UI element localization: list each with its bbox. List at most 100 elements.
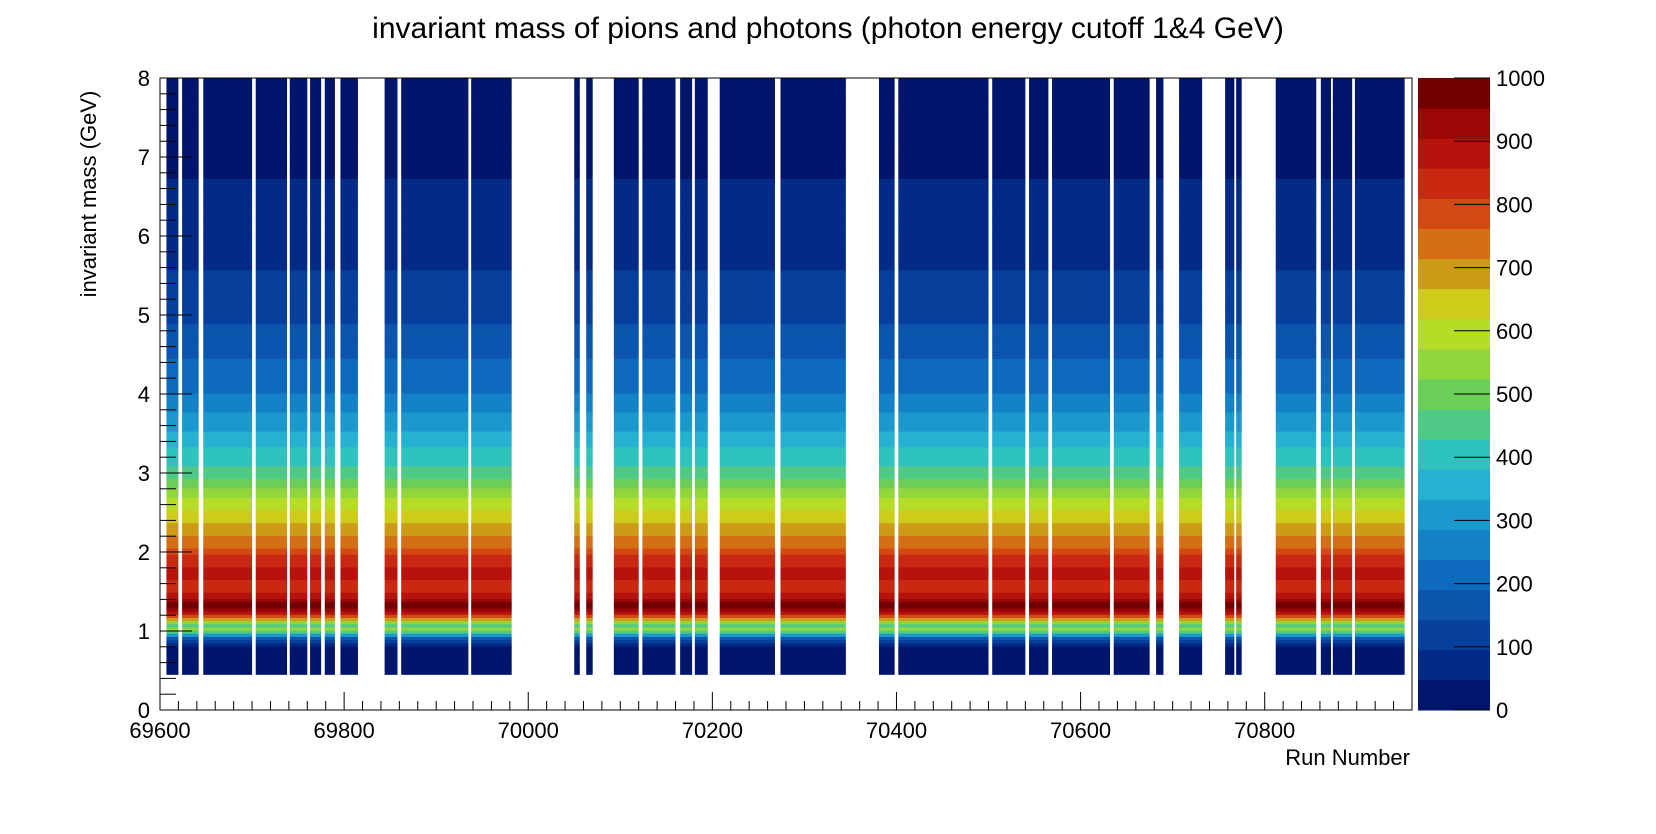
- heat-cell: [471, 589, 512, 593]
- heat-cell: [613, 260, 639, 265]
- heat-cell: [642, 617, 676, 622]
- heat-cell: [340, 481, 358, 486]
- heat-cell: [613, 263, 639, 268]
- heat-cell: [898, 115, 989, 119]
- heat-cell: [992, 646, 1026, 650]
- heat-cell: [1029, 263, 1049, 268]
- heat-cell: [878, 513, 895, 517]
- heat-cell: [384, 633, 398, 637]
- heat-cell: [384, 178, 398, 182]
- heat-cell: [384, 241, 398, 246]
- heat-cell: [586, 187, 593, 192]
- heat-cell: [401, 620, 469, 625]
- heat-cell: [694, 317, 708, 321]
- heat-cell: [992, 228, 1026, 233]
- heat-cell: [384, 222, 398, 227]
- heat-cell: [680, 83, 693, 88]
- heat-cell: [878, 273, 895, 277]
- heat-cell: [898, 251, 989, 255]
- heat-cell: [203, 598, 253, 603]
- heat-cell: [574, 301, 580, 306]
- heat-cell: [680, 551, 693, 555]
- heat-cell: [340, 510, 358, 514]
- heat-cell: [182, 292, 199, 296]
- heat-cell: [255, 282, 288, 287]
- heat-cell: [384, 500, 398, 505]
- heat-cell: [471, 83, 512, 88]
- heat-cell: [694, 367, 708, 372]
- heat-cell: [289, 611, 308, 615]
- heat-cell: [401, 424, 469, 429]
- heat-cell: [203, 266, 253, 271]
- heat-cell: [694, 364, 708, 369]
- heat-cell: [471, 279, 512, 284]
- heat-cell: [680, 288, 693, 293]
- heat-cell: [255, 563, 288, 568]
- heat-cell: [642, 127, 676, 132]
- heat-cell: [992, 497, 1026, 502]
- heat-cell: [878, 560, 895, 565]
- heat-cell: [401, 488, 469, 492]
- heat-cell: [324, 241, 335, 246]
- heat-cell: [203, 488, 253, 492]
- heat-cell: [1179, 544, 1203, 549]
- heat-cell: [719, 386, 775, 391]
- heat-cell: [384, 266, 398, 271]
- heat-cell: [694, 399, 708, 404]
- heat-cell: [1113, 668, 1150, 672]
- heat-cell: [1113, 402, 1150, 407]
- heat-cell: [1052, 617, 1111, 622]
- heat-cell: [182, 630, 199, 634]
- heat-cell: [1156, 623, 1164, 628]
- heat-cell: [613, 367, 639, 372]
- heat-cell: [166, 225, 179, 230]
- heat-cell: [203, 156, 253, 160]
- heat-cell: [166, 323, 179, 328]
- heat-cell: [401, 118, 469, 122]
- heat-cell: [780, 532, 846, 536]
- heat-cell: [203, 314, 253, 318]
- heat-cell: [471, 418, 512, 423]
- chart-title: invariant mass of pions and photons (pho…: [372, 12, 1284, 45]
- heat-cell: [340, 269, 358, 274]
- heat-cell: [203, 412, 253, 416]
- heat-cell: [898, 494, 989, 498]
- heat-cell: [694, 96, 708, 100]
- heat-cell: [1156, 209, 1164, 214]
- heat-cell: [203, 440, 253, 445]
- heat-cell: [182, 598, 199, 603]
- heat-cell: [878, 172, 895, 176]
- heat-cell: [694, 475, 708, 479]
- heat-cell: [182, 358, 199, 363]
- heat-cell: [613, 165, 639, 170]
- heat-cell: [574, 465, 580, 470]
- heat-cell: [310, 257, 322, 261]
- heat-cell: [1113, 279, 1150, 284]
- heat-cell: [203, 222, 253, 227]
- heat-cell: [574, 130, 580, 135]
- heat-cell: [1156, 247, 1164, 252]
- heat-cell: [1179, 431, 1203, 435]
- heat-cell: [680, 538, 693, 543]
- heat-cell: [182, 307, 199, 312]
- heat-cell: [898, 298, 989, 302]
- heat-cell: [1113, 519, 1150, 524]
- heat-cell: [780, 320, 846, 325]
- heat-cell: [1113, 108, 1150, 113]
- heat-cell: [324, 585, 335, 590]
- heat-cell: [586, 617, 593, 622]
- heat-cell: [310, 503, 322, 508]
- heat-cell: [574, 393, 580, 397]
- heat-cell: [574, 424, 580, 429]
- heat-cell: [340, 519, 358, 524]
- heat-cell: [719, 608, 775, 612]
- heat-cell: [719, 149, 775, 154]
- heat-cell: [1113, 222, 1150, 227]
- heat-cell: [1156, 358, 1164, 363]
- heat-cell: [780, 323, 846, 328]
- heat-cell: [1156, 314, 1164, 318]
- heat-cell: [1052, 541, 1111, 546]
- heat-cell: [586, 579, 593, 584]
- heat-cell: [680, 655, 693, 660]
- heat-cell: [340, 80, 358, 84]
